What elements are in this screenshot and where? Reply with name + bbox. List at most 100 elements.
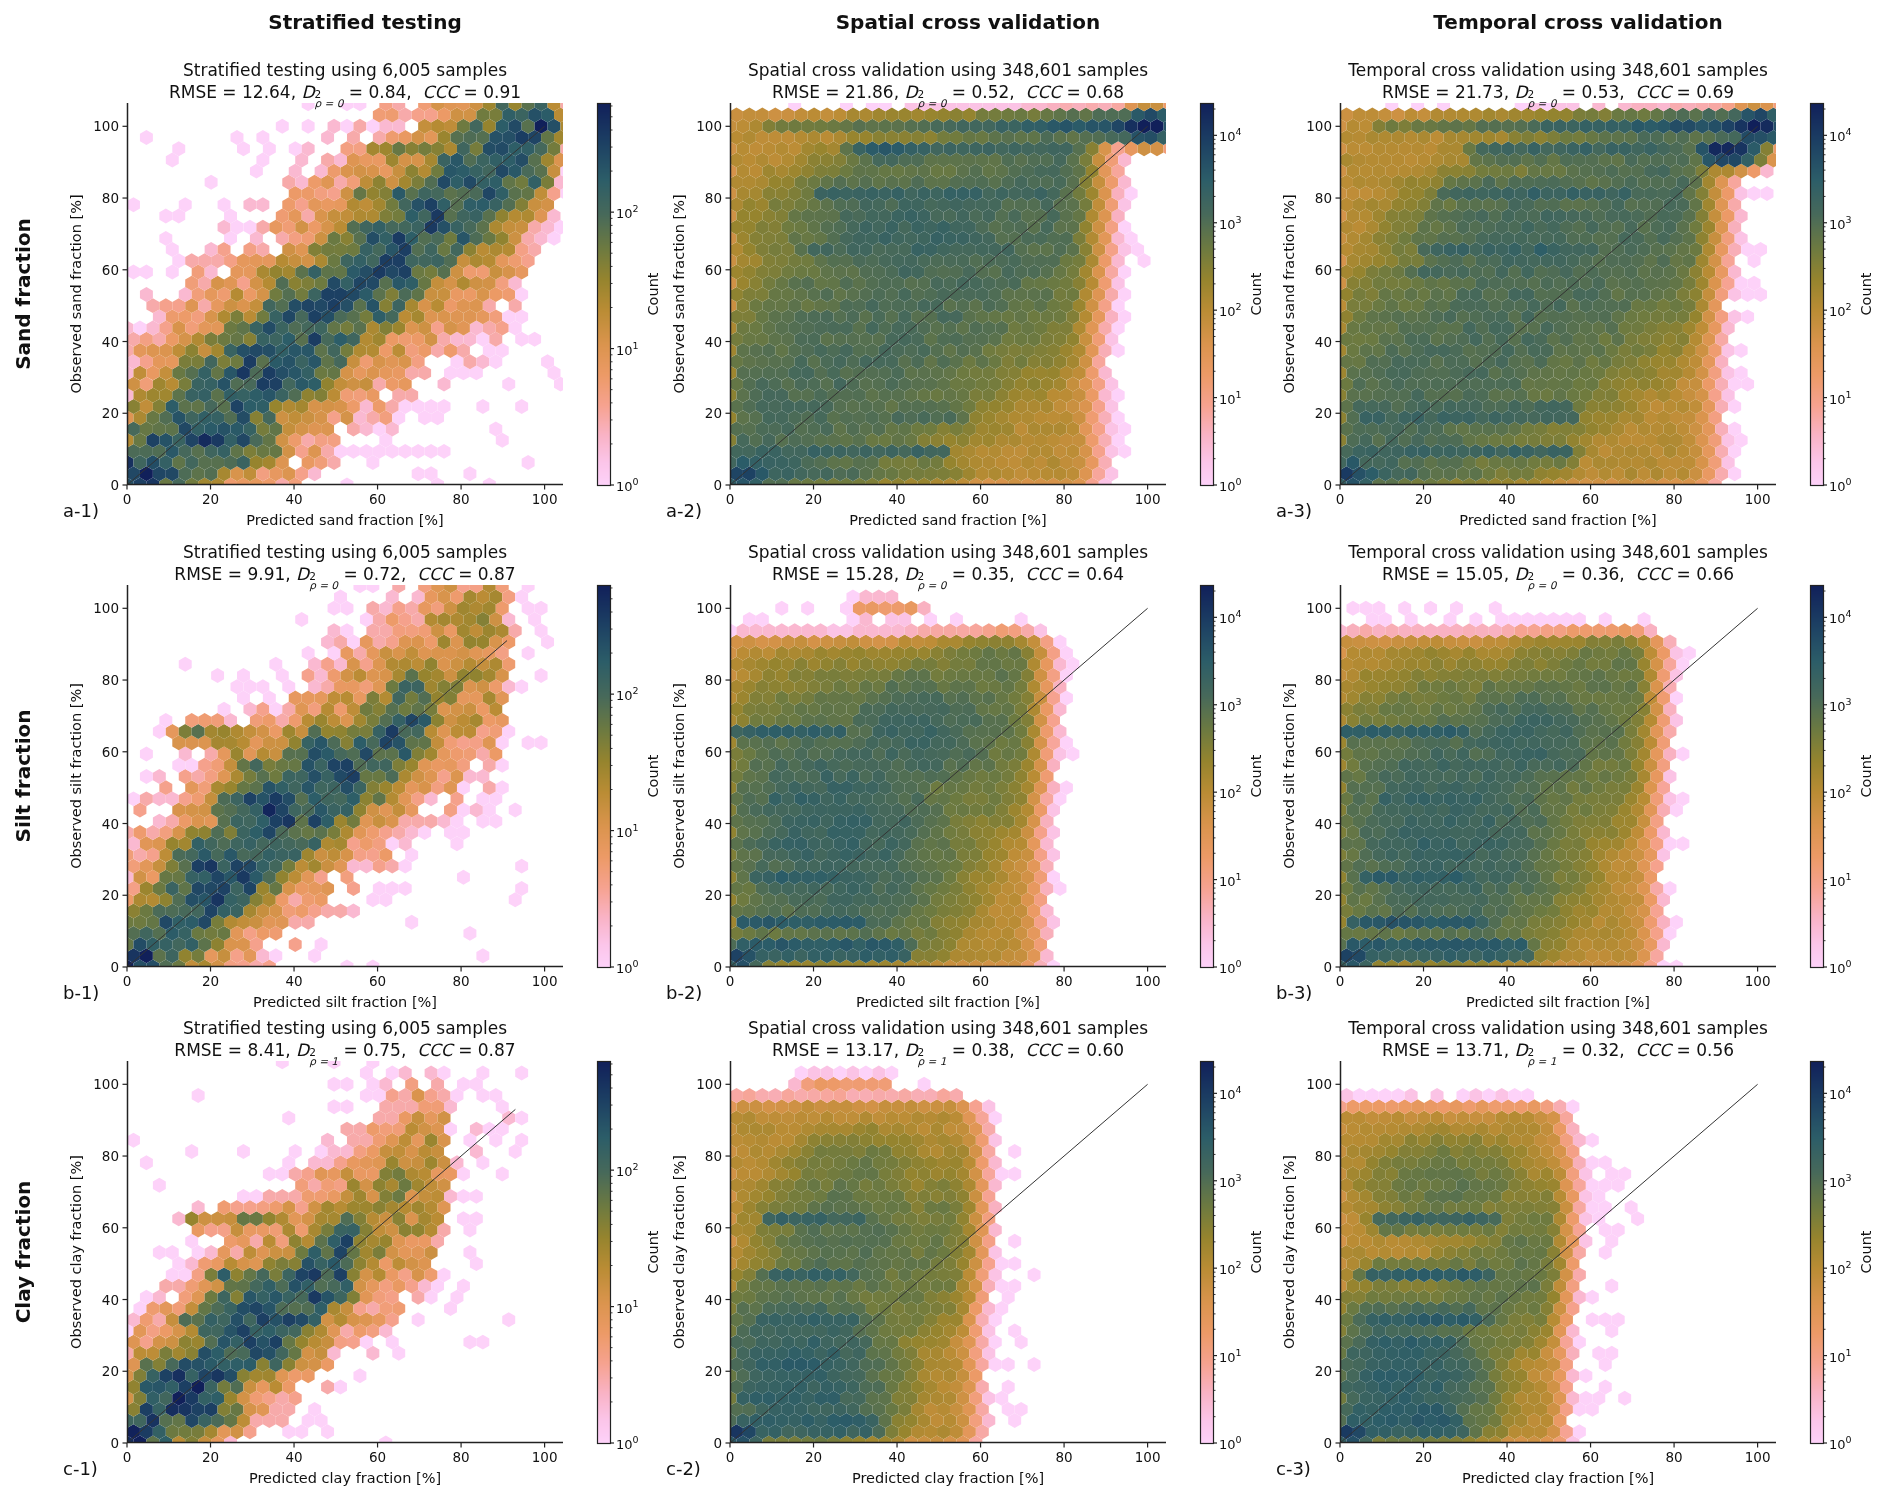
colorbar-tick-label: 102 (616, 685, 639, 702)
panel-label: c-1) (63, 1458, 98, 1479)
y-tick-label: 80 (1315, 1148, 1332, 1164)
y-axis-label: Observed sand fraction [%] (1281, 194, 1297, 393)
x-axis-label: Predicted clay fraction [%] (1462, 1470, 1654, 1486)
colorbar-tick-label: 103 (1219, 696, 1242, 713)
y-tick-label: 60 (1315, 262, 1332, 278)
x-tick-label: 60 (369, 1449, 386, 1465)
colorbar-label: Count (1858, 1230, 1874, 1273)
colorbar-tick-label: 100 (1219, 1434, 1242, 1451)
y-tick-label: 100 (1306, 600, 1332, 616)
x-tick-label: 20 (805, 973, 822, 989)
colorbar-tick-label: 101 (616, 1298, 639, 1315)
x-tick-label: 100 (532, 1449, 558, 1465)
x-tick-label: 20 (805, 1449, 822, 1465)
x-tick-label: 80 (452, 973, 469, 989)
y-tick-label: 60 (102, 744, 119, 760)
y-tick-label: 100 (93, 118, 119, 134)
y-tick-label: 60 (102, 1220, 119, 1236)
y-tick-label: 40 (1315, 334, 1332, 350)
colorbar-tick-label: 101 (1219, 389, 1242, 406)
y-tick-label: 60 (705, 1220, 722, 1236)
colorbar-tick-label: 104 (1219, 609, 1242, 626)
column-header-spatial: Spatial cross validation (836, 10, 1101, 34)
colorbar-tick-label: 101 (1829, 389, 1852, 406)
x-tick-label: 80 (1665, 973, 1682, 989)
colorbar-tick-label: 102 (1829, 783, 1852, 800)
y-tick-label: 20 (1315, 405, 1332, 421)
colorbar-tick-label: 101 (616, 340, 639, 357)
colorbar-tick-label: 104 (1829, 1085, 1852, 1102)
x-tick-label: 40 (285, 973, 302, 989)
x-tick-label: 100 (1745, 491, 1771, 507)
y-tick-label: 100 (1306, 1076, 1332, 1092)
x-tick-label: 100 (1135, 491, 1161, 507)
panel-stats: RMSE = 15.05, D2ρ = 0 = 0.36, CCC = 0.66 (1382, 563, 1734, 590)
y-tick-label: 0 (713, 477, 722, 493)
colorbar-tick-label: 103 (1219, 214, 1242, 231)
x-tick-label: 60 (972, 491, 989, 507)
y-tick-label: 0 (110, 959, 119, 975)
y-tick-label: 20 (1315, 887, 1332, 903)
x-tick-label: 40 (888, 491, 905, 507)
x-axis-label: Predicted silt fraction [%] (1466, 994, 1650, 1010)
y-tick-label: 20 (102, 887, 119, 903)
colorbar-tick-label: 100 (1829, 958, 1852, 975)
panel-title: Spatial cross validation using 348,601 s… (748, 1018, 1148, 1038)
panel-stats: RMSE = 21.86, D2ρ = 0 = 0.52, CCC = 0.68 (772, 81, 1124, 108)
y-tick-label: 100 (93, 1076, 119, 1092)
colorbar-tick-label: 104 (1829, 127, 1852, 144)
y-tick-label: 20 (102, 405, 119, 421)
y-axis-label: Observed clay fraction [%] (671, 1155, 687, 1349)
x-tick-label: 0 (123, 973, 132, 989)
panel-title: Spatial cross validation using 348,601 s… (748, 542, 1148, 562)
y-tick-label: 60 (102, 262, 119, 278)
y-tick-label: 60 (705, 262, 722, 278)
x-tick-label: 60 (1582, 1449, 1599, 1465)
panel-title: Temporal cross validation using 348,601 … (1348, 542, 1768, 562)
y-tick-label: 0 (1323, 1435, 1332, 1451)
y-axis-label: Observed sand fraction [%] (68, 194, 84, 393)
y-tick-label: 40 (1315, 816, 1332, 832)
x-tick-label: 20 (202, 973, 219, 989)
panel-label: c-3) (1276, 1458, 1311, 1479)
x-tick-label: 20 (202, 1449, 219, 1465)
panel-label: b-3) (1276, 982, 1312, 1003)
panel-stats: RMSE = 8.41, D2ρ = 1 = 0.75, CCC = 0.87 (174, 1039, 515, 1066)
panel-stats: RMSE = 13.71, D2ρ = 1 = 0.32, CCC = 0.56 (1382, 1039, 1734, 1066)
x-tick-label: 40 (1498, 491, 1515, 507)
x-tick-label: 20 (1415, 491, 1432, 507)
panel-label: a-1) (63, 500, 99, 521)
y-tick-label: 80 (705, 1148, 722, 1164)
x-tick-label: 80 (1055, 973, 1072, 989)
colorbar-tick-label: 104 (1829, 609, 1852, 626)
x-tick-label: 100 (532, 973, 558, 989)
x-axis-label: Predicted silt fraction [%] (856, 994, 1040, 1010)
x-tick-label: 0 (1336, 973, 1345, 989)
x-tick-label: 60 (972, 973, 989, 989)
x-tick-label: 60 (1582, 973, 1599, 989)
row-label-clay: Clay fraction (11, 1181, 35, 1324)
x-tick-label: 0 (123, 491, 132, 507)
colorbar-tick-label: 102 (616, 1161, 639, 1178)
x-tick-label: 80 (452, 491, 469, 507)
x-tick-label: 60 (972, 1449, 989, 1465)
colorbar-label: Count (645, 1230, 661, 1273)
colorbar-label: Count (1858, 754, 1874, 797)
panel-label: b-1) (63, 982, 99, 1003)
x-tick-label: 100 (532, 491, 558, 507)
y-tick-label: 40 (102, 816, 119, 832)
figure-labels: Stratified testing Spatial cross validat… (0, 0, 1892, 1505)
x-tick-label: 40 (1498, 1449, 1515, 1465)
row-label-silt: Silt fraction (11, 710, 35, 843)
x-tick-label: 60 (369, 491, 386, 507)
x-tick-label: 40 (1498, 973, 1515, 989)
colorbar-tick-label: 101 (1829, 1347, 1852, 1364)
x-tick-label: 100 (1745, 1449, 1771, 1465)
colorbar-tick-label: 100 (616, 1434, 639, 1451)
y-tick-label: 0 (713, 1435, 722, 1451)
x-tick-label: 80 (1665, 491, 1682, 507)
colorbar-label: Count (1248, 754, 1264, 797)
panel-stats: RMSE = 9.91, D2ρ = 0 = 0.72, CCC = 0.87 (174, 563, 515, 590)
column-header-stratified: Stratified testing (268, 10, 461, 34)
y-tick-label: 40 (705, 1292, 722, 1308)
